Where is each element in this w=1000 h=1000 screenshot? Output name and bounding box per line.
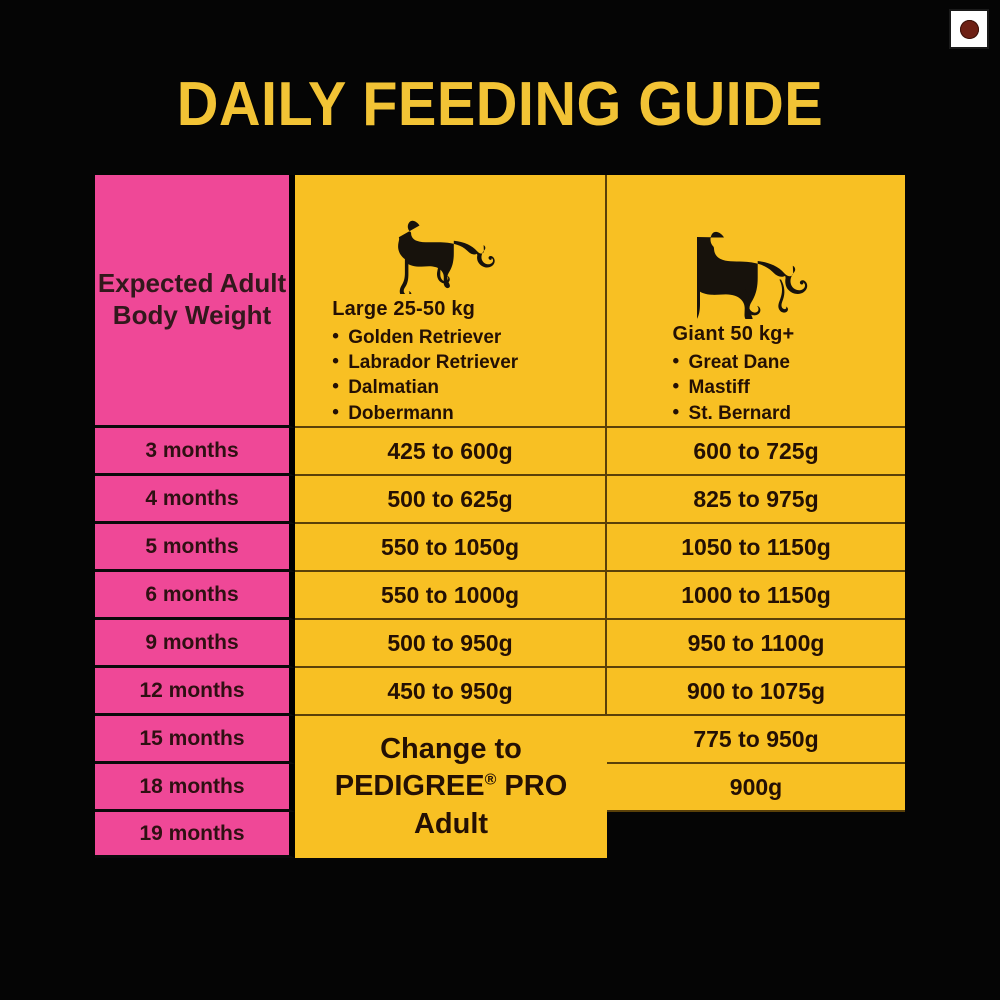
feeding-guide-grid: Expected Adult Body Weight Large 25-50 k… bbox=[95, 175, 905, 858]
cell-giant-amount: 775 to 950g bbox=[607, 716, 905, 764]
brand-name-text: PEDIGREE bbox=[334, 770, 485, 803]
change-note-line-1: Change to bbox=[380, 733, 522, 766]
change-to-adult-note: Change to PEDIGREE® PRO Adult bbox=[295, 716, 607, 858]
cell-large-amount: 550 to 1050g bbox=[295, 524, 607, 572]
row-age-label: 15 months bbox=[95, 716, 295, 764]
header-expected-adult-body-weight: Expected Adult Body Weight bbox=[95, 175, 295, 428]
table-row: 19 months bbox=[95, 812, 905, 858]
cell-giant-amount: 1050 to 1150g bbox=[607, 524, 905, 572]
table-row: 18 months 900g bbox=[95, 764, 905, 812]
cell-giant-amount: 900 to 1075g bbox=[607, 668, 905, 716]
pedigree-logo-mark-icon bbox=[959, 19, 979, 39]
page-title: DAILY FEEDING GUIDE bbox=[176, 69, 824, 139]
registered-trademark-icon: ® bbox=[484, 771, 497, 789]
cell-giant-amount: 950 to 1100g bbox=[607, 620, 905, 668]
change-note-line-2: PEDIGREE® PRO Adult bbox=[295, 768, 607, 842]
weight-header-label: Expected Adult Body Weight bbox=[97, 268, 287, 330]
row-age-label: 4 months bbox=[95, 476, 295, 524]
table-row: 5 months 550 to 1050g 1050 to 1150g bbox=[95, 524, 905, 572]
table-header-row: Expected Adult Body Weight Large 25-50 k… bbox=[95, 175, 905, 428]
row-age-label: 12 months bbox=[95, 668, 295, 716]
cell-giant-amount: 900g bbox=[607, 764, 905, 812]
cell-giant-amount: 600 to 725g bbox=[607, 428, 905, 476]
row-age-label: 6 months bbox=[95, 572, 295, 620]
table-row: 12 months 450 to 950g 900 to 1075g bbox=[95, 668, 905, 716]
row-age-label: 18 months bbox=[95, 764, 295, 812]
list-item: Mastiff bbox=[673, 374, 791, 400]
list-item: St. Bernard bbox=[673, 400, 791, 426]
cell-large-amount: 450 to 950g bbox=[295, 668, 607, 716]
table-row: 15 months Change to PEDIGREE® PRO Adult … bbox=[95, 716, 905, 858]
dog-silhouette-large-icon bbox=[396, 204, 504, 294]
table-row: 3 months 425 to 600g 600 to 725g bbox=[95, 428, 905, 476]
cell-giant-amount: 825 to 975g bbox=[607, 476, 905, 524]
large-size-label: Large 25-50 kg bbox=[332, 297, 476, 320]
list-item: Golden Retriever bbox=[332, 324, 518, 350]
list-item: Dalmatian bbox=[332, 374, 518, 400]
list-item: Labrador Retriever bbox=[332, 349, 518, 375]
cell-large-amount: 550 to 1000g bbox=[295, 572, 607, 620]
brand-logo bbox=[949, 9, 989, 49]
table-row: 4 months 500 to 625g 825 to 975g bbox=[95, 476, 905, 524]
daily-feeding-table: Expected Adult Body Weight Large 25-50 k… bbox=[95, 175, 905, 858]
row-age-label: 5 months bbox=[95, 524, 295, 572]
header-large-column: Large 25-50 kg Golden Retriever Labrador… bbox=[295, 175, 607, 428]
large-breed-list: Golden Retriever Labrador Retriever Dalm… bbox=[332, 324, 518, 426]
list-item: Dobermann bbox=[332, 400, 518, 426]
table-row: 9 months 500 to 950g 950 to 1100g bbox=[95, 620, 905, 668]
list-item: Great Dane bbox=[673, 349, 791, 375]
cell-giant-amount: 1000 to 1150g bbox=[607, 572, 905, 620]
giant-breed-list: Great Dane Mastiff St. Bernard bbox=[673, 349, 791, 426]
table-row: 6 months 550 to 1000g 1000 to 1150g bbox=[95, 572, 905, 620]
header-giant-column: Giant 50 kg+ Great Dane Mastiff St. Bern… bbox=[607, 175, 905, 428]
cell-large-amount: 500 to 625g bbox=[295, 476, 607, 524]
giant-size-label: Giant 50 kg+ bbox=[672, 323, 795, 346]
row-age-label: 9 months bbox=[95, 620, 295, 668]
product-line-text: PRO Adult bbox=[413, 770, 568, 840]
dog-silhouette-giant-icon bbox=[697, 229, 815, 320]
cell-large-amount: 500 to 950g bbox=[295, 620, 607, 668]
row-age-label: 19 months bbox=[95, 812, 295, 858]
row-age-label: 3 months bbox=[95, 428, 295, 476]
cell-large-amount: 425 to 600g bbox=[295, 428, 607, 476]
